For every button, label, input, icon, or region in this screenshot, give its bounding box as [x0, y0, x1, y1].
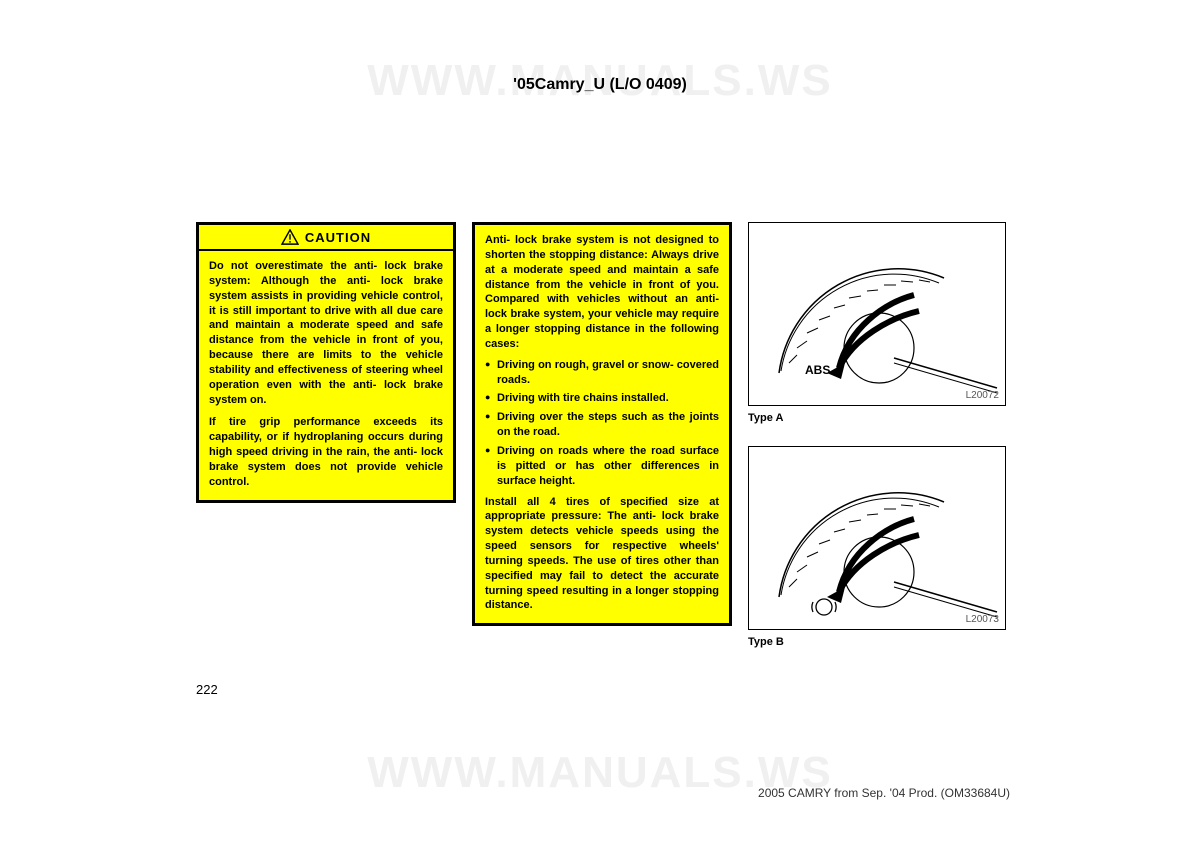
caution-title: CAUTION: [305, 230, 371, 245]
info-bullets: Driving on rough, gravel or snow- covere…: [485, 358, 719, 489]
info-bullet: Driving on rough, gravel or snow- covere…: [485, 358, 719, 388]
info-bullet: Driving with tire chains installed.: [485, 391, 719, 406]
footer-text: 2005 CAMRY from Sep. '04 Prod. (OM33684U…: [758, 786, 1010, 800]
info-paragraph: Anti- lock brake system is not designed …: [485, 233, 719, 352]
content-row: CAUTION Do not overestimate the anti- lo…: [196, 222, 1006, 648]
figure-label-b: Type B: [748, 636, 1006, 648]
figure-id: L20072: [966, 390, 999, 401]
figure-label-a: Type A: [748, 412, 1006, 424]
page-number: 222: [196, 682, 218, 697]
info-paragraph: Install all 4 tires of specified size at…: [485, 495, 719, 614]
figures-column: ABS L20072 Type A: [748, 222, 1006, 648]
figure-type-b: L20073: [748, 446, 1006, 630]
caution-paragraph: If tire grip performance exceeds its cap…: [209, 415, 443, 489]
caution-header: CAUTION: [199, 225, 453, 251]
figure-id: L20073: [966, 614, 999, 625]
caution-body: Do not overestimate the anti- lock brake…: [199, 251, 453, 500]
gauge-illustration-b: [749, 447, 1007, 631]
caution-paragraph: Do not overestimate the anti- lock brake…: [209, 259, 443, 407]
figure-type-a: ABS L20072: [748, 222, 1006, 406]
info-bullet: Driving on roads where the road surface …: [485, 444, 719, 489]
info-bullet: Driving over the steps such as the joint…: [485, 410, 719, 440]
document-header: '05Camry_U (L/O 0409): [513, 76, 687, 94]
gauge-illustration-a: [749, 223, 1007, 407]
info-box: Anti- lock brake system is not designed …: [472, 222, 732, 626]
abs-badge-text: ABS: [805, 363, 830, 377]
caution-triangle-icon: [281, 229, 299, 245]
caution-box: CAUTION Do not overestimate the anti- lo…: [196, 222, 456, 503]
